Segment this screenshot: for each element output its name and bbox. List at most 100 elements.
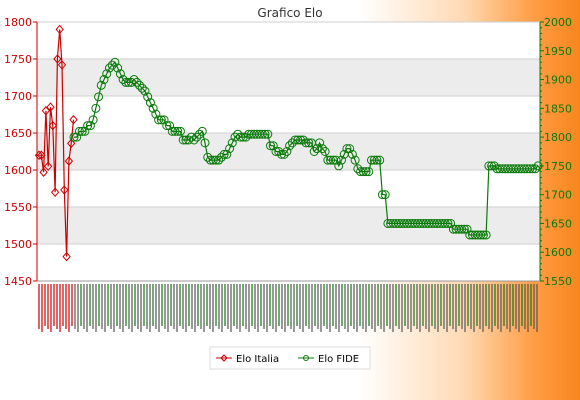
data-point [62,251,71,262]
plot-bands [37,22,540,281]
y-right-tick-label: 1750 [544,160,572,173]
data-point [312,144,322,154]
data-point [34,150,44,160]
data-point [113,63,123,73]
data-point [46,102,55,112]
data-point [88,115,98,125]
data-point [320,147,330,156]
data-point [72,132,82,142]
legend-box [209,346,371,370]
data-point [39,167,48,177]
data-point [80,126,90,136]
data-point [266,141,276,151]
data-point [53,54,62,64]
x-tick-labels [38,284,538,332]
legend-label-elo-italia: Elo Italia [236,354,279,365]
data-point [276,149,286,159]
data-point [225,144,235,154]
data-point [364,167,374,177]
data-point [184,135,194,145]
data-point [287,138,297,148]
y-right-tick-label: 1600 [544,246,572,259]
y-right-tick-label: 1800 [544,131,572,144]
data-point [476,230,486,240]
data-point [372,155,382,165]
data-point [151,109,161,119]
y-left-tick-label: 1800 [4,16,32,29]
data-point [41,106,51,116]
data-point [67,138,76,149]
data-point [489,161,499,171]
data-point [102,69,112,79]
data-point [129,75,139,85]
data-point [233,129,243,139]
data-point [315,138,325,148]
data-point [271,147,281,156]
data-point [336,155,346,165]
data-point [214,155,224,165]
plot-band [37,96,540,133]
data-point [132,77,142,87]
y-left-tick-label: 1750 [4,53,32,66]
y-left-tick-label: 1550 [4,201,32,214]
data-point [135,80,145,90]
data-point [530,164,540,174]
data-point [44,161,53,172]
data-point [94,92,104,102]
data-point [279,149,289,159]
y-left-tick-label: 1700 [4,90,32,103]
data-point [227,138,237,148]
data-point [241,132,251,142]
data-point [175,126,185,136]
legend-marker-diamond-icon [220,354,228,362]
data-point [208,155,218,165]
data-point [148,103,158,113]
data-point [309,147,319,156]
series-elo-fide [69,57,543,240]
data-point [440,218,450,228]
data-point [156,115,166,125]
data-point [342,144,352,154]
data-point [484,161,494,171]
data-point [126,77,136,87]
data-point [334,161,344,171]
y-right-tick-label: 1700 [544,189,572,202]
y-right-tick-label: 1550 [544,275,572,288]
data-point [211,155,221,165]
data-point [195,129,205,139]
data-point [121,77,131,87]
data-point [478,230,488,240]
data-point [347,149,357,159]
y-left-tick-label: 1650 [4,127,32,140]
data-point [143,92,153,102]
data-point [462,224,472,234]
data-point [375,155,385,165]
data-point [48,120,57,131]
data-point [263,129,273,139]
data-point [110,57,120,67]
y-right-tick-label: 1650 [544,217,572,230]
data-point [487,161,497,171]
data-point [189,135,199,145]
data-point [69,114,78,125]
data-point [83,121,93,131]
y-right-tick-label: 2000 [544,16,572,29]
data-point [260,129,270,139]
data-point [350,155,360,165]
data-point [459,224,469,234]
axes: 1450 1500 1550 1600 1650 1700 1750 1800 1550 1600… [4,16,572,288]
data-point [345,144,355,154]
data-point [140,86,150,96]
y-left-tick-label: 1500 [4,238,32,251]
data-point [178,135,188,145]
data-point [170,126,180,136]
data-point [162,121,172,131]
data-point [317,144,327,154]
data-point [457,224,467,234]
data-point [301,138,311,148]
data-point [446,218,456,228]
plot-band [37,170,540,207]
data-point [137,83,147,93]
data-point [296,135,306,145]
